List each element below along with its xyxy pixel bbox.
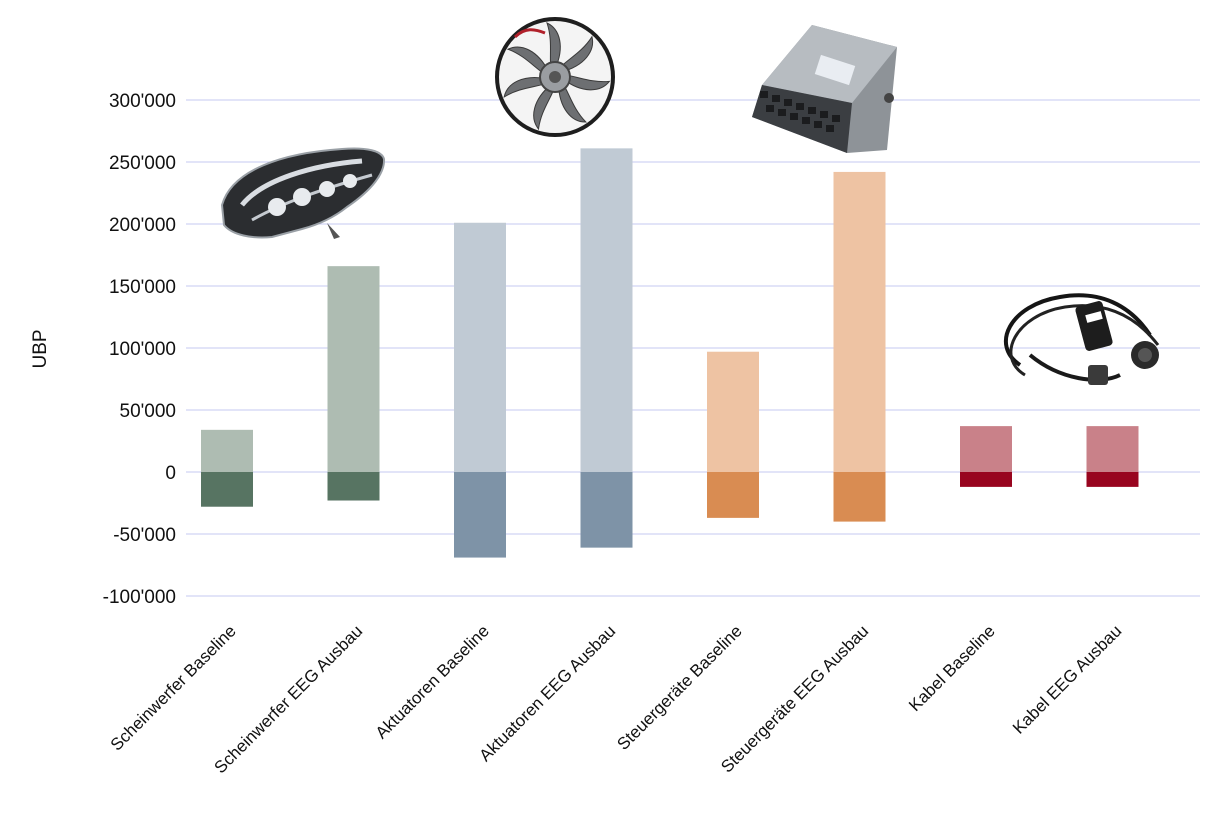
x-category-label: Steuergeräte EEG Ausbau <box>717 621 872 776</box>
control-unit-image <box>752 25 897 153</box>
y-tick-label: 50'000 <box>120 401 176 422</box>
x-category-label: Kabel Baseline <box>905 621 999 715</box>
bar-positive <box>201 429 253 472</box>
bar-positive <box>327 266 380 472</box>
x-category-label: Kabel EEG Ausbau <box>1009 621 1125 737</box>
bar-negative <box>960 472 1012 487</box>
x-category-label: Steuergeräte Baseline <box>613 621 745 753</box>
y-tick-label: 250'000 <box>109 153 176 174</box>
bar-positive <box>454 222 506 472</box>
y-tick-label: 300'000 <box>109 91 176 112</box>
y-tick-label: 150'000 <box>109 277 176 298</box>
x-category-label: Scheinwerfer EEG Ausbau <box>211 621 367 777</box>
bar-negative <box>327 472 380 501</box>
y-axis-label: UBP <box>30 329 51 368</box>
headlight-image <box>220 147 386 239</box>
y-tick-label: 0 <box>165 463 176 484</box>
bar-negative <box>1086 472 1139 487</box>
y-axis-ticks: 300'000 250'000 200'000 150'000 100'000 50'00… <box>103 91 176 608</box>
bar-positive <box>707 351 759 472</box>
x-category-label: Scheinwerfer Baseline <box>107 621 240 754</box>
bar-positive <box>1086 426 1139 472</box>
x-category-label: Aktuatoren EEG Ausbau <box>476 621 620 765</box>
charging-cable-image <box>1003 293 1160 385</box>
y-tick-label: 200'000 <box>109 215 176 236</box>
bar-positive <box>833 171 886 473</box>
bar-negative <box>707 472 759 518</box>
bar-negative <box>201 472 253 507</box>
x-category-label: Aktuatoren Baseline <box>372 621 493 742</box>
y-tick-label: -50'000 <box>113 525 176 546</box>
bar-positive <box>580 148 633 473</box>
radiator-fan-image <box>495 17 615 137</box>
y-tick-label: -100'000 <box>103 587 176 608</box>
bar-positive <box>960 426 1012 472</box>
bar-negative <box>580 472 633 548</box>
bars <box>201 148 1139 558</box>
bar-negative <box>833 472 886 522</box>
bar-negative <box>454 472 506 558</box>
y-tick-label: 100'000 <box>109 339 176 360</box>
